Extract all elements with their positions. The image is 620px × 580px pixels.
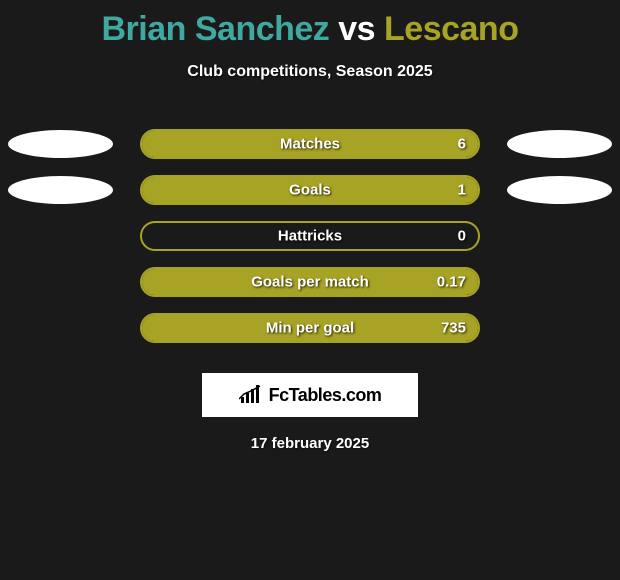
stats-container: Matches 6 Goals 1 Hattricks 0 Goals per match 0… — [0, 121, 620, 351]
title-segment: Lescano — [384, 10, 518, 48]
stat-bar: Goals per match 0.17 — [140, 267, 480, 297]
stat-bar: Goals 1 — [140, 175, 480, 205]
fctables-logo: FcTables.com — [202, 373, 418, 417]
stat-row: Matches 6 — [0, 121, 620, 167]
stat-bar: Min per goal 735 — [140, 313, 480, 343]
stat-label: Hattricks — [278, 228, 342, 245]
stat-value: 1 — [458, 182, 466, 199]
player-left-marker — [8, 176, 113, 204]
stat-bar: Matches 6 — [140, 129, 480, 159]
stat-row: Goals per match 0.17 — [0, 259, 620, 305]
stat-row: Min per goal 735 — [0, 305, 620, 351]
stat-row: Goals 1 — [0, 167, 620, 213]
title-segment: Brian Sanchez — [102, 10, 330, 48]
player-right-marker — [507, 130, 612, 158]
stat-label: Goals per match — [251, 274, 369, 291]
stat-value: 6 — [458, 136, 466, 153]
stat-bar: Hattricks 0 — [140, 221, 480, 251]
title-segment: vs — [329, 10, 384, 48]
date-label: 17 february 2025 — [0, 435, 620, 452]
subtitle: Club competitions, Season 2025 — [0, 63, 620, 81]
chart-icon — [239, 385, 263, 405]
player-left-marker — [8, 130, 113, 158]
player-right-marker — [507, 176, 612, 204]
stat-value: 0 — [458, 228, 466, 245]
stat-row: Hattricks 0 — [0, 213, 620, 259]
stat-value: 735 — [441, 320, 466, 337]
stat-label: Matches — [280, 136, 340, 153]
stat-value: 0.17 — [437, 274, 466, 291]
page-title: Brian Sanchez vs Lescano — [0, 0, 620, 49]
stat-label: Min per goal — [266, 320, 354, 337]
logo-text: FcTables.com — [269, 385, 382, 406]
stat-label: Goals — [289, 182, 331, 199]
